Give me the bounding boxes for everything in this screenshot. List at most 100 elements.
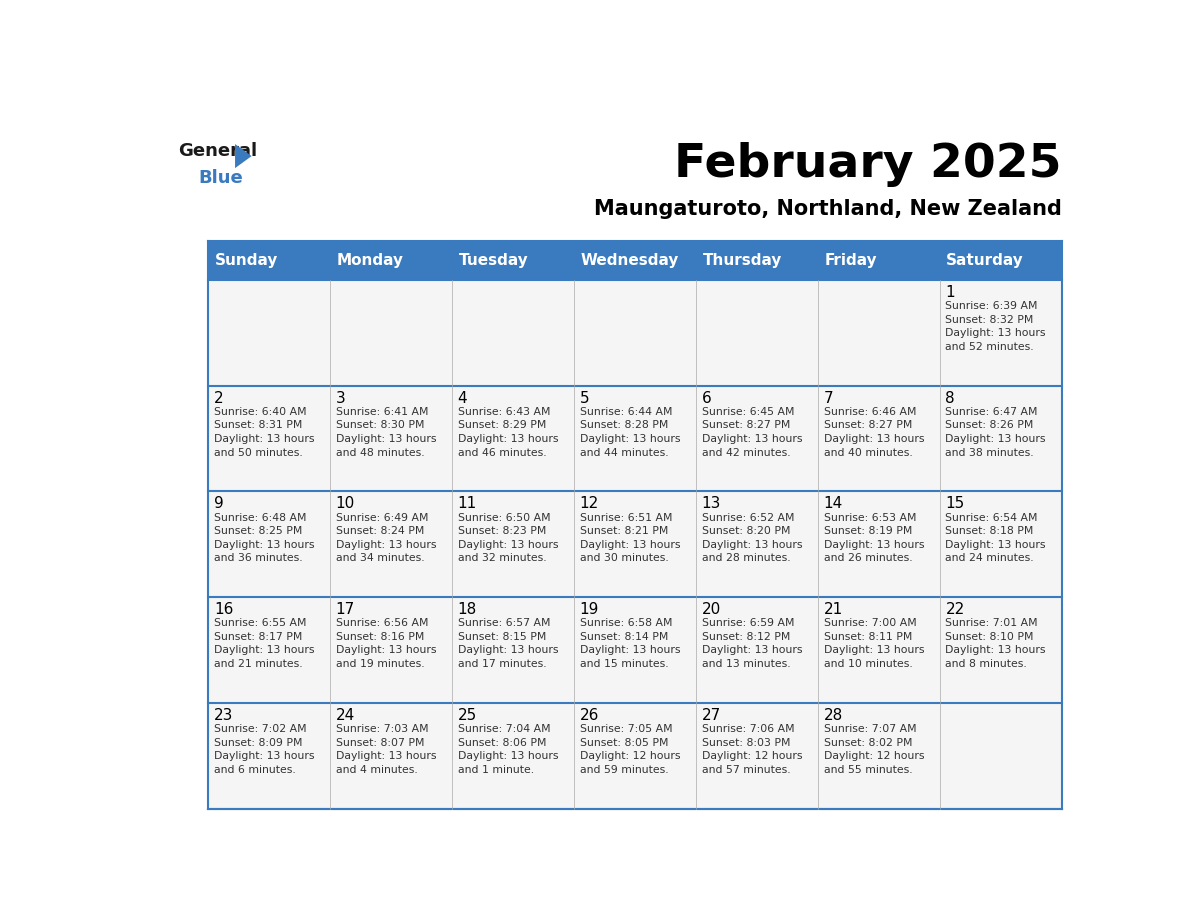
Bar	[453, 491, 574, 597]
Text: Blue: Blue	[198, 169, 244, 187]
Bar	[330, 597, 453, 703]
Text: Tuesday: Tuesday	[459, 252, 529, 268]
Text: 27: 27	[702, 708, 721, 722]
Bar	[208, 491, 330, 597]
Text: 12: 12	[580, 497, 599, 511]
Bar	[208, 386, 330, 491]
Text: 25: 25	[457, 708, 476, 722]
Text: 6: 6	[702, 390, 712, 406]
Text: 20: 20	[702, 602, 721, 617]
Text: February 2025: February 2025	[675, 142, 1062, 187]
Bar	[940, 386, 1062, 491]
Text: Sunrise: 7:01 AM
Sunset: 8:10 PM
Daylight: 13 hours
and 8 minutes.: Sunrise: 7:01 AM Sunset: 8:10 PM Dayligh…	[946, 618, 1045, 669]
Bar	[574, 280, 696, 386]
Bar	[819, 597, 940, 703]
Bar	[574, 386, 696, 491]
Text: Sunday: Sunday	[215, 252, 278, 268]
Text: Sunrise: 6:44 AM
Sunset: 8:28 PM
Daylight: 13 hours
and 44 minutes.: Sunrise: 6:44 AM Sunset: 8:28 PM Dayligh…	[580, 407, 681, 457]
Bar	[574, 703, 696, 809]
Bar	[940, 703, 1062, 809]
Text: Sunrise: 7:05 AM
Sunset: 8:05 PM
Daylight: 12 hours
and 59 minutes.: Sunrise: 7:05 AM Sunset: 8:05 PM Dayligh…	[580, 724, 681, 775]
Text: 9: 9	[214, 497, 223, 511]
Text: 21: 21	[823, 602, 842, 617]
Text: Sunrise: 6:52 AM
Sunset: 8:20 PM
Daylight: 13 hours
and 28 minutes.: Sunrise: 6:52 AM Sunset: 8:20 PM Dayligh…	[702, 512, 802, 564]
Text: 24: 24	[336, 708, 355, 722]
Bar	[819, 703, 940, 809]
Bar	[453, 597, 574, 703]
Bar	[696, 386, 819, 491]
Text: Sunrise: 6:46 AM
Sunset: 8:27 PM
Daylight: 13 hours
and 40 minutes.: Sunrise: 6:46 AM Sunset: 8:27 PM Dayligh…	[823, 407, 924, 457]
Text: Sunrise: 7:07 AM
Sunset: 8:02 PM
Daylight: 12 hours
and 55 minutes.: Sunrise: 7:07 AM Sunset: 8:02 PM Dayligh…	[823, 724, 924, 775]
Bar	[819, 386, 940, 491]
Text: 4: 4	[457, 390, 467, 406]
Text: Sunrise: 6:47 AM
Sunset: 8:26 PM
Daylight: 13 hours
and 38 minutes.: Sunrise: 6:47 AM Sunset: 8:26 PM Dayligh…	[946, 407, 1045, 457]
Bar	[696, 491, 819, 597]
Text: 15: 15	[946, 497, 965, 511]
Text: Sunrise: 6:50 AM
Sunset: 8:23 PM
Daylight: 13 hours
and 32 minutes.: Sunrise: 6:50 AM Sunset: 8:23 PM Dayligh…	[457, 512, 558, 564]
Text: Sunrise: 7:00 AM
Sunset: 8:11 PM
Daylight: 13 hours
and 10 minutes.: Sunrise: 7:00 AM Sunset: 8:11 PM Dayligh…	[823, 618, 924, 669]
Text: 17: 17	[336, 602, 355, 617]
Text: 7: 7	[823, 390, 833, 406]
Text: 19: 19	[580, 602, 599, 617]
Text: Sunrise: 7:03 AM
Sunset: 8:07 PM
Daylight: 13 hours
and 4 minutes.: Sunrise: 7:03 AM Sunset: 8:07 PM Dayligh…	[336, 724, 436, 775]
Text: Friday: Friday	[824, 252, 877, 268]
Text: Sunrise: 6:49 AM
Sunset: 8:24 PM
Daylight: 13 hours
and 34 minutes.: Sunrise: 6:49 AM Sunset: 8:24 PM Dayligh…	[336, 512, 436, 564]
Text: Sunrise: 6:43 AM
Sunset: 8:29 PM
Daylight: 13 hours
and 46 minutes.: Sunrise: 6:43 AM Sunset: 8:29 PM Dayligh…	[457, 407, 558, 457]
Text: Sunrise: 6:45 AM
Sunset: 8:27 PM
Daylight: 13 hours
and 42 minutes.: Sunrise: 6:45 AM Sunset: 8:27 PM Dayligh…	[702, 407, 802, 457]
Text: 22: 22	[946, 602, 965, 617]
Text: General: General	[178, 142, 257, 160]
Bar	[208, 597, 330, 703]
Bar	[696, 703, 819, 809]
Text: 3: 3	[336, 390, 346, 406]
Bar	[819, 491, 940, 597]
Text: 11: 11	[457, 497, 476, 511]
Text: Sunrise: 6:56 AM
Sunset: 8:16 PM
Daylight: 13 hours
and 19 minutes.: Sunrise: 6:56 AM Sunset: 8:16 PM Dayligh…	[336, 618, 436, 669]
Bar	[696, 597, 819, 703]
Text: 18: 18	[457, 602, 476, 617]
Bar	[574, 597, 696, 703]
Polygon shape	[235, 144, 252, 168]
Text: 28: 28	[823, 708, 842, 722]
Text: Sunrise: 6:48 AM
Sunset: 8:25 PM
Daylight: 13 hours
and 36 minutes.: Sunrise: 6:48 AM Sunset: 8:25 PM Dayligh…	[214, 512, 315, 564]
Text: Sunrise: 6:55 AM
Sunset: 8:17 PM
Daylight: 13 hours
and 21 minutes.: Sunrise: 6:55 AM Sunset: 8:17 PM Dayligh…	[214, 618, 315, 669]
Text: 14: 14	[823, 497, 842, 511]
Text: Sunrise: 6:39 AM
Sunset: 8:32 PM
Daylight: 13 hours
and 52 minutes.: Sunrise: 6:39 AM Sunset: 8:32 PM Dayligh…	[946, 301, 1045, 352]
Bar	[453, 280, 574, 386]
Text: Sunrise: 7:06 AM
Sunset: 8:03 PM
Daylight: 12 hours
and 57 minutes.: Sunrise: 7:06 AM Sunset: 8:03 PM Dayligh…	[702, 724, 802, 775]
Text: 13: 13	[702, 497, 721, 511]
Text: Sunrise: 6:54 AM
Sunset: 8:18 PM
Daylight: 13 hours
and 24 minutes.: Sunrise: 6:54 AM Sunset: 8:18 PM Dayligh…	[946, 512, 1045, 564]
Bar	[940, 280, 1062, 386]
Text: Thursday: Thursday	[702, 252, 782, 268]
Text: Wednesday: Wednesday	[581, 252, 680, 268]
Text: Sunrise: 6:41 AM
Sunset: 8:30 PM
Daylight: 13 hours
and 48 minutes.: Sunrise: 6:41 AM Sunset: 8:30 PM Dayligh…	[336, 407, 436, 457]
Text: Sunrise: 7:02 AM
Sunset: 8:09 PM
Daylight: 13 hours
and 6 minutes.: Sunrise: 7:02 AM Sunset: 8:09 PM Dayligh…	[214, 724, 315, 775]
Text: 5: 5	[580, 390, 589, 406]
Text: 23: 23	[214, 708, 233, 722]
Bar	[208, 703, 330, 809]
Bar	[940, 491, 1062, 597]
Text: 2: 2	[214, 390, 223, 406]
Text: 1: 1	[946, 285, 955, 300]
Text: Sunrise: 6:51 AM
Sunset: 8:21 PM
Daylight: 13 hours
and 30 minutes.: Sunrise: 6:51 AM Sunset: 8:21 PM Dayligh…	[580, 512, 681, 564]
Bar	[574, 491, 696, 597]
Text: Sunrise: 6:58 AM
Sunset: 8:14 PM
Daylight: 13 hours
and 15 minutes.: Sunrise: 6:58 AM Sunset: 8:14 PM Dayligh…	[580, 618, 681, 669]
Bar	[819, 280, 940, 386]
Bar	[330, 386, 453, 491]
Bar	[696, 280, 819, 386]
Bar	[330, 491, 453, 597]
Text: 26: 26	[580, 708, 599, 722]
Bar	[453, 386, 574, 491]
Text: Sunrise: 6:40 AM
Sunset: 8:31 PM
Daylight: 13 hours
and 50 minutes.: Sunrise: 6:40 AM Sunset: 8:31 PM Dayligh…	[214, 407, 315, 457]
Text: 8: 8	[946, 390, 955, 406]
Bar	[940, 597, 1062, 703]
Bar	[453, 703, 574, 809]
Bar	[208, 280, 330, 386]
Text: Sunrise: 6:57 AM
Sunset: 8:15 PM
Daylight: 13 hours
and 17 minutes.: Sunrise: 6:57 AM Sunset: 8:15 PM Dayligh…	[457, 618, 558, 669]
Bar	[330, 280, 453, 386]
Text: Maungaturoto, Northland, New Zealand: Maungaturoto, Northland, New Zealand	[594, 198, 1062, 218]
Text: Saturday: Saturday	[947, 252, 1024, 268]
Bar	[330, 703, 453, 809]
Text: Sunrise: 6:59 AM
Sunset: 8:12 PM
Daylight: 13 hours
and 13 minutes.: Sunrise: 6:59 AM Sunset: 8:12 PM Dayligh…	[702, 618, 802, 669]
Text: 10: 10	[336, 497, 355, 511]
Text: 16: 16	[214, 602, 233, 617]
